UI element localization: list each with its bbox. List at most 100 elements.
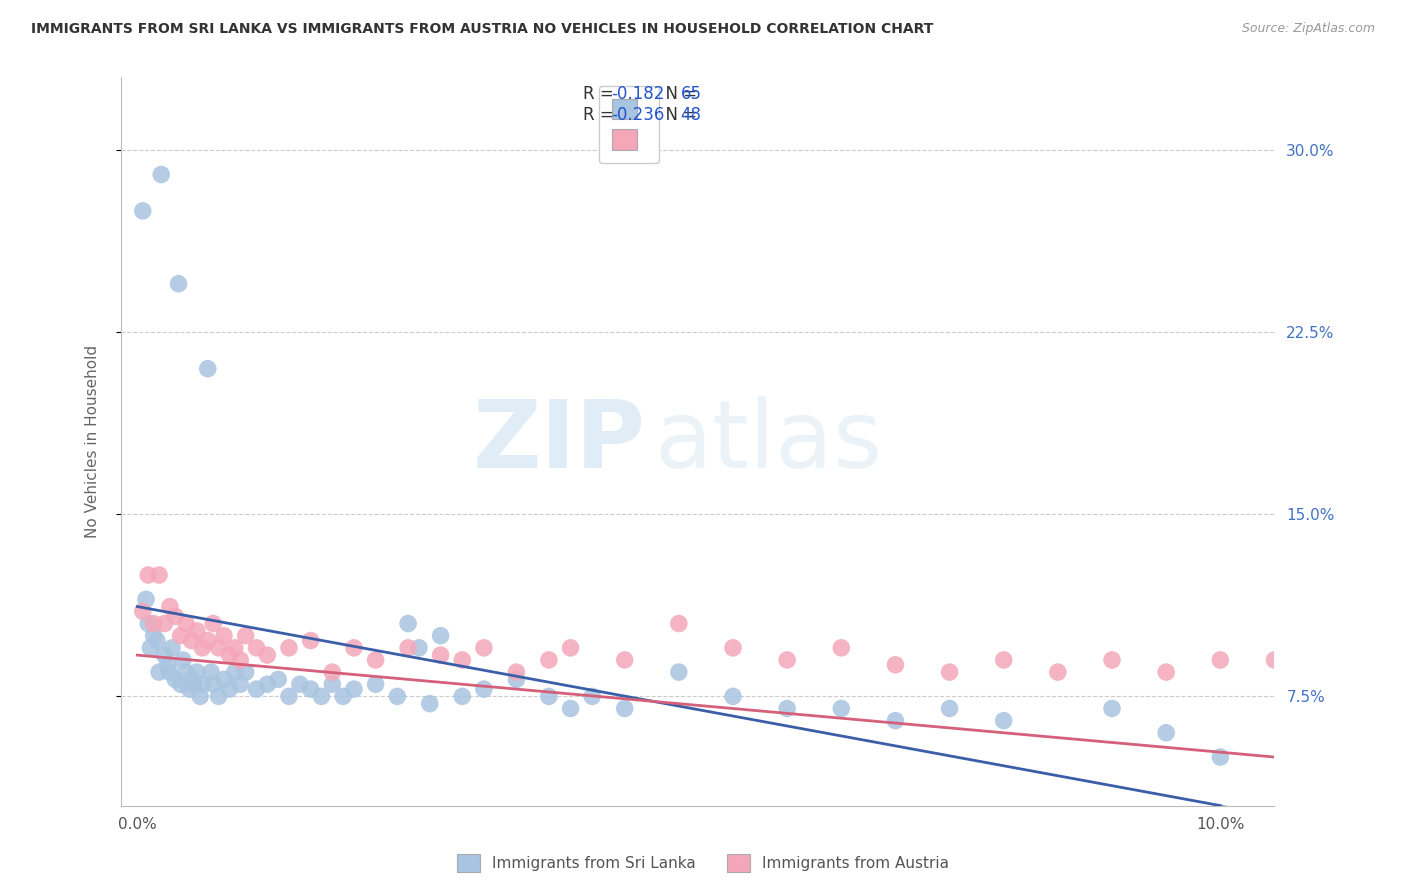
Point [311,690,333,704]
Point [1209,750,1232,764]
Point [1154,665,1177,679]
Point [156,657,179,672]
Point [938,665,960,679]
Point [830,640,852,655]
Point [396,616,419,631]
Point [218,648,240,662]
Text: R =: R = [583,85,620,103]
Point [188,690,211,704]
Point [288,677,311,691]
Point [451,653,474,667]
Point [174,616,197,631]
Point [581,690,603,704]
Text: 65: 65 [681,85,702,103]
Point [180,633,202,648]
Point [159,599,181,614]
Point [148,665,170,679]
Point [364,653,387,667]
Point [256,677,278,691]
Point [170,677,193,691]
Point [159,665,181,679]
Point [1154,726,1177,740]
Point [174,665,197,679]
Point [830,701,852,715]
Point [332,690,354,704]
Point [136,616,159,631]
Point [191,677,214,691]
Text: atlas: atlas [654,395,882,488]
Point [472,682,495,697]
Point [278,690,301,704]
Point [364,677,387,691]
Point [537,690,560,704]
Point [429,648,451,662]
Point [172,653,194,667]
Text: Source: ZipAtlas.com: Source: ZipAtlas.com [1241,22,1375,36]
Point [245,640,267,655]
Point [776,701,799,715]
Point [1317,714,1340,728]
Point [207,640,229,655]
Point [560,701,582,715]
Text: N =: N = [655,106,703,124]
Point [132,604,155,618]
Point [197,633,219,648]
Point [142,629,165,643]
Point [343,682,366,697]
Point [1101,653,1123,667]
Point [224,665,246,679]
Point [560,640,582,655]
Point [938,701,960,715]
Point [419,697,441,711]
Point [537,653,560,667]
Point [613,701,636,715]
Point [165,673,187,687]
Point [170,629,193,643]
Point [212,629,235,643]
Text: -0.236: -0.236 [612,106,665,124]
Point [993,653,1015,667]
Point [186,665,208,679]
Point [191,640,214,655]
Point [776,653,799,667]
Text: R =: R = [583,106,620,124]
Point [212,673,235,687]
Text: 48: 48 [681,106,702,124]
Point [224,640,246,655]
Legend: , : , [599,86,658,163]
Point [321,665,343,679]
Point [202,677,225,691]
Point [167,277,190,291]
Legend: Immigrants from Sri Lanka, Immigrants from Austria: Immigrants from Sri Lanka, Immigrants fr… [450,846,956,880]
Point [321,677,343,691]
Point [135,592,157,607]
Text: IMMIGRANTS FROM SRI LANKA VS IMMIGRANTS FROM AUSTRIA NO VEHICLES IN HOUSEHOLD CO: IMMIGRANTS FROM SRI LANKA VS IMMIGRANTS … [31,22,934,37]
Point [408,640,430,655]
Point [180,673,202,687]
Point [139,640,162,655]
Point [229,653,252,667]
Point [721,640,744,655]
Point [668,616,690,631]
Point [278,640,301,655]
Text: N =: N = [655,85,703,103]
Point [613,653,636,667]
Point [884,714,907,728]
Point [165,609,187,624]
Point [1263,653,1285,667]
Point [343,640,366,655]
Y-axis label: No Vehicles in Household: No Vehicles in Household [86,345,100,538]
Point [153,616,176,631]
Point [132,203,155,218]
Text: -0.182: -0.182 [612,85,665,103]
Point [505,665,527,679]
Point [1209,653,1232,667]
Point [148,568,170,582]
Point [200,665,222,679]
Point [299,633,322,648]
Point [235,629,257,643]
Point [150,168,173,182]
Point [186,624,208,638]
Point [1046,665,1069,679]
Point [721,690,744,704]
